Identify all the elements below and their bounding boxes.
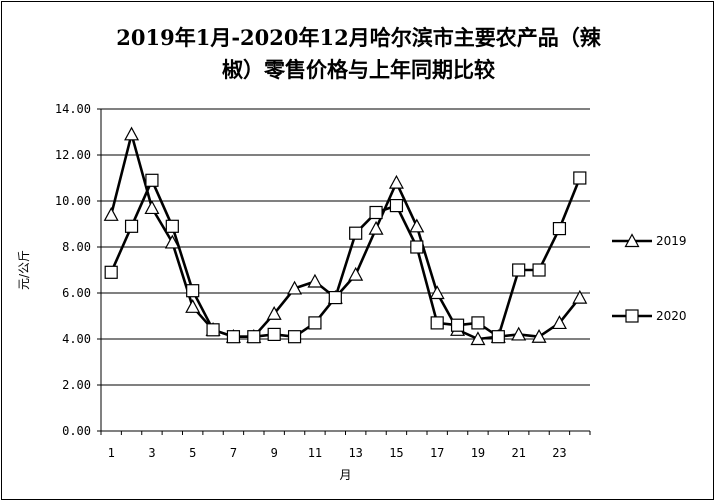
x-tick-label: 13: [348, 446, 362, 460]
x-tick-label: 1: [108, 446, 115, 460]
data-point-2019: [429, 285, 445, 300]
legend-marker-2019: [624, 233, 640, 248]
legend-entry-2019: 2019: [612, 233, 687, 248]
chart-title: 2019年1月-2020年12月哈尔滨市主要农产品（辣 椒）零售价格与上年同期比…: [0, 22, 717, 86]
y-tick-label: 8.00: [62, 240, 91, 254]
data-point-2020: [206, 323, 220, 337]
series-2020: [104, 171, 587, 344]
data-point-2020: [369, 205, 383, 220]
data-point-2019: [348, 266, 364, 281]
data-point-2019: [409, 218, 425, 233]
series-lines: [103, 126, 588, 346]
data-point-2019: [164, 234, 180, 249]
y-tick-label: 14.00: [55, 102, 91, 116]
data-point-2019: [470, 331, 486, 346]
x-tick-label: 19: [471, 446, 485, 460]
data-point-2019: [511, 326, 527, 341]
data-point-2019: [307, 273, 323, 288]
x-tick-label: 9: [271, 446, 278, 460]
data-point-2020: [410, 240, 424, 254]
data-point-2020: [450, 318, 465, 332]
data-point-2020: [267, 327, 281, 341]
data-point-2020: [430, 316, 444, 330]
data-point-2020: [226, 330, 241, 344]
series-2019: [103, 126, 588, 346]
x-tick-label: 21: [511, 446, 525, 460]
x-tick-label: 11: [308, 446, 322, 460]
data-point-2020: [532, 263, 546, 277]
data-point-2019: [144, 200, 160, 215]
data-point-2020: [573, 171, 587, 185]
data-point-2020: [124, 219, 139, 233]
data-point-2020: [308, 316, 322, 330]
data-point-2020: [349, 226, 363, 240]
data-point-2019: [287, 280, 303, 295]
data-point-2020: [165, 219, 179, 233]
legend-entry-2020: 2020: [612, 309, 687, 323]
y-tick-label: 12.00: [55, 148, 91, 162]
legend-label-2019: 2019: [656, 234, 687, 248]
y-tick-label: 6.00: [62, 286, 91, 300]
y-tick-label: 4.00: [62, 332, 91, 346]
data-point-2019: [124, 126, 140, 141]
x-tick-label: 15: [389, 446, 403, 460]
data-point-2019: [572, 289, 588, 304]
x-tick-label: 17: [430, 446, 444, 460]
series-line-2020: [109, 177, 582, 339]
y-tick-label: 10.00: [55, 194, 91, 208]
data-point-2020: [145, 173, 159, 187]
data-point-2020: [287, 330, 302, 344]
chart-title-line-1: 2019年1月-2020年12月哈尔滨市主要农产品（辣: [116, 25, 601, 50]
y-tick-label: 0.00: [62, 424, 91, 438]
data-point-2020: [389, 199, 404, 213]
data-point-2019: [388, 174, 404, 189]
data-point-2020: [552, 222, 567, 236]
data-point-2019: [551, 315, 567, 330]
legend: 2019 2020: [612, 233, 687, 323]
data-point-2020: [186, 284, 200, 298]
y-axis-label: 元/公斤: [17, 250, 31, 290]
data-point-2020: [247, 330, 261, 344]
data-point-2019: [103, 207, 119, 221]
gridlines: [101, 108, 590, 386]
chart-title-line-2: 椒）零售价格与上年同期比较: [222, 57, 495, 82]
data-point-2020: [491, 330, 505, 344]
series-line-2019: [109, 133, 581, 341]
x-tick-label: 5: [189, 446, 196, 460]
x-axis-label: 月: [339, 468, 351, 482]
y-tick-label: 2.00: [62, 378, 91, 392]
legend-marker-2020: [625, 309, 639, 323]
data-point-2019: [185, 299, 201, 313]
data-point-2019: [531, 328, 547, 343]
legend-label-2020: 2020: [656, 309, 687, 323]
data-point-2020: [471, 316, 485, 330]
data-point-2019: [266, 305, 282, 320]
data-point-2020: [104, 265, 118, 279]
x-tick-label: 3: [148, 446, 155, 460]
data-point-2019: [368, 220, 384, 235]
data-point-2020: [328, 291, 342, 305]
x-tick-label: 7: [230, 446, 237, 460]
x-tick-label: 23: [552, 446, 566, 460]
data-point-2020: [512, 263, 526, 277]
